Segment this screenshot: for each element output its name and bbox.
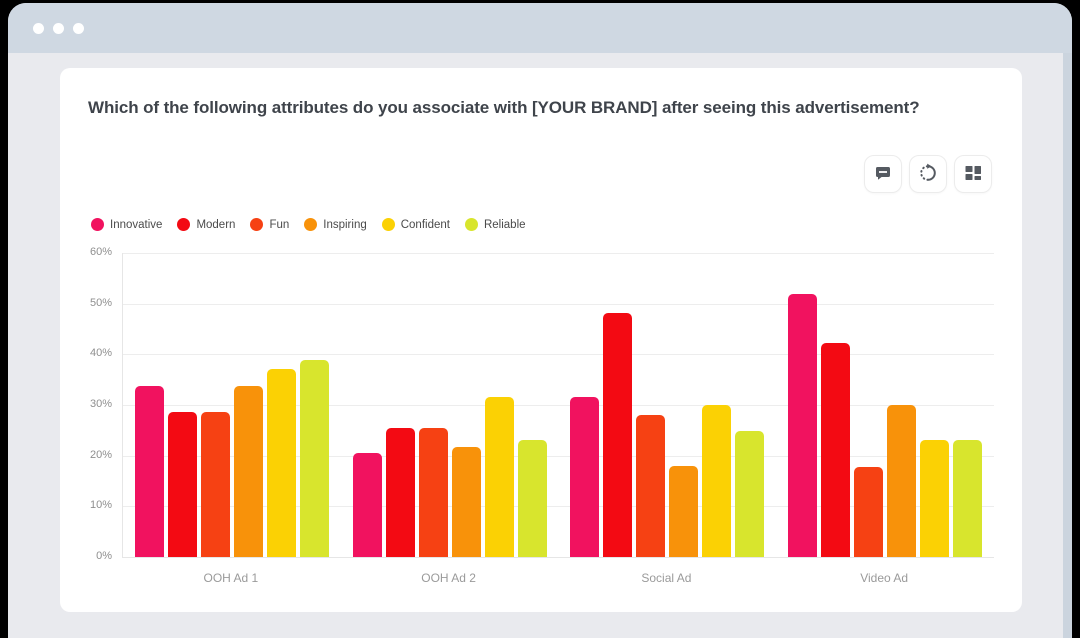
bar-fun-ooh-ad-1 — [200, 412, 230, 557]
bar-confident-ooh-ad-1 — [266, 368, 296, 557]
legend-dot-icon — [381, 218, 395, 231]
bar-group-ooh-ad-1 — [123, 253, 341, 557]
legend-dot-icon — [304, 218, 318, 231]
legend-item-innovative[interactable]: Innovative — [91, 218, 162, 231]
bar-modern-ooh-ad-1 — [167, 412, 197, 557]
y-tick-label: 20% — [89, 448, 112, 461]
legend-label: Reliable — [483, 218, 526, 231]
bar-innovative-social-ad — [570, 397, 600, 557]
bar-inspiring-ooh-ad-1 — [233, 385, 263, 557]
legend-item-inspiring[interactable]: Inspiring — [304, 218, 367, 231]
legend-dot-icon — [250, 218, 264, 231]
bar-innovative-video-ad — [788, 293, 818, 557]
bar-inspiring-ooh-ad-2 — [451, 447, 481, 557]
bar-group-video-ad — [776, 253, 994, 557]
window-dot-icon — [33, 22, 44, 34]
bar-reliable-ooh-ad-2 — [517, 440, 547, 557]
y-tick-label: 30% — [89, 398, 112, 410]
bar-confident-ooh-ad-2 — [484, 397, 514, 557]
legend-item-modern[interactable]: Modern — [177, 218, 235, 231]
layout-button[interactable] — [954, 155, 992, 193]
bar-reliable-ooh-ad-1 — [299, 360, 329, 557]
gridline — [123, 354, 994, 356]
y-tick-label: 40% — [89, 347, 112, 360]
x-category-label: OOH Ad 1 — [203, 571, 259, 585]
x-category-label: Video Ad — [860, 571, 909, 585]
legend-label: Confident — [400, 218, 450, 231]
question-card: Which of the following attributes do you… — [60, 68, 1022, 612]
window-dot-icon — [73, 22, 84, 34]
bar-fun-ooh-ad-2 — [418, 427, 448, 557]
legend-label: Inspiring — [323, 218, 367, 231]
y-tick-label: 50% — [89, 296, 112, 309]
bar-group-social-ad — [559, 253, 777, 557]
legend-label: Innovative — [110, 218, 163, 231]
bar-modern-social-ad — [603, 312, 633, 557]
legend-dot-icon — [464, 218, 478, 231]
y-tick-label: 10% — [89, 499, 112, 512]
bar-fun-video-ad — [854, 467, 884, 557]
gridline — [123, 303, 994, 305]
legend-item-confident[interactable]: Confident — [381, 218, 450, 231]
gridline — [123, 405, 994, 406]
refresh-button[interactable] — [909, 155, 947, 193]
bar-reliable-social-ad — [735, 431, 765, 557]
comment-button[interactable] — [864, 155, 902, 193]
gridline — [123, 506, 994, 508]
bar-modern-video-ad — [821, 343, 851, 557]
browser-window: Which of the following attributes do you… — [8, 3, 1072, 638]
y-tick-label: 0% — [96, 550, 112, 562]
legend-item-fun[interactable]: Fun — [250, 218, 289, 231]
x-category-label: OOH Ad 2 — [421, 571, 476, 585]
bar-innovative-ooh-ad-1 — [134, 385, 164, 557]
bar-group-ooh-ad-2 — [341, 253, 559, 557]
window-titlebar — [8, 3, 1072, 53]
legend-dot-icon — [91, 218, 104, 231]
bar-confident-video-ad — [920, 439, 950, 557]
bar-modern-ooh-ad-2 — [385, 427, 415, 557]
comment-icon — [874, 164, 892, 185]
grid-layout-icon — [964, 164, 982, 185]
legend-dot-icon — [177, 218, 191, 231]
gridline — [123, 455, 994, 457]
x-category-label: Social Ad — [641, 571, 692, 585]
chart-toolbar — [864, 155, 992, 193]
bar-groups — [123, 253, 994, 557]
legend-label: Modern — [196, 218, 236, 231]
bar-inspiring-video-ad — [887, 405, 917, 557]
bar-innovative-ooh-ad-2 — [352, 453, 382, 557]
legend-label: Fun — [269, 218, 290, 231]
gridline — [123, 253, 994, 254]
x-axis: OOH Ad 1 OOH Ad 2 Social Ad Video Ad — [122, 571, 993, 585]
scrollbar[interactable] — [1063, 53, 1072, 638]
refresh-icon — [918, 163, 938, 186]
chart-legend: Innovative Modern Fun Inspiring Confident Rel… — [91, 218, 526, 231]
question-title: Which of the following attributes do you… — [88, 98, 920, 117]
window-dot-icon — [53, 22, 64, 34]
legend-item-reliable[interactable]: Reliable — [464, 218, 526, 231]
bar-reliable-video-ad — [953, 439, 983, 557]
bar-inspiring-social-ad — [669, 465, 699, 557]
y-tick-label: 60% — [89, 246, 112, 258]
bar-fun-social-ad — [636, 414, 666, 557]
bar-confident-social-ad — [702, 405, 732, 557]
plot-area — [122, 253, 994, 558]
